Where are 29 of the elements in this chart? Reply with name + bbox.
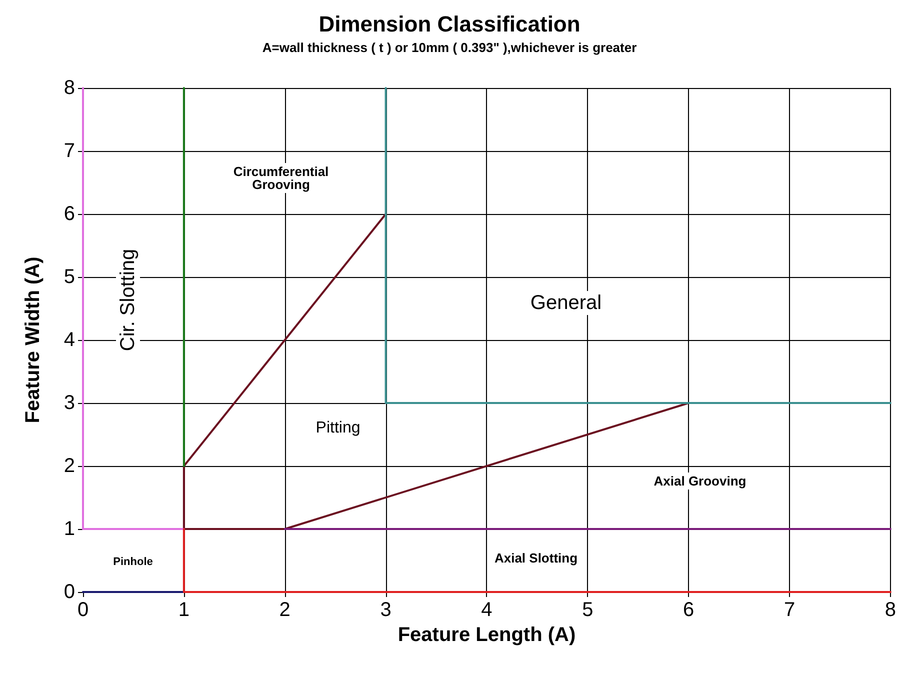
annotation: Axial Slotting: [494, 550, 578, 566]
y-tick-label: 6: [64, 203, 75, 225]
y-axis-title: Feature Width (A): [22, 256, 44, 424]
x-tick-label: 3: [380, 599, 392, 621]
annotation: General: [530, 292, 602, 314]
annotation: Pitting: [316, 420, 360, 436]
x-tick-label: 6: [683, 599, 694, 621]
y-tick-label: 7: [64, 140, 75, 162]
y-tick-label: 8: [64, 77, 75, 99]
annotation: Cir. Slotting: [117, 248, 139, 352]
y-tick-label: 3: [64, 392, 75, 414]
y-tick-label: 0: [64, 581, 75, 603]
x-axis-title: Feature Length (A): [398, 624, 576, 646]
x-tick-label: 1: [178, 599, 190, 621]
x-tick-label: 5: [582, 599, 594, 621]
annotation: Axial Grooving: [654, 474, 746, 488]
x-tick-label: 8: [884, 599, 896, 621]
y-tick-label: 5: [64, 266, 75, 288]
chart-subtitle: A=wall thickness ( t ) or 10mm ( 0.393" ),whichever is greater: [262, 40, 637, 55]
x-tick-label: 0: [77, 599, 89, 621]
x-tick-label: 4: [481, 599, 492, 621]
annotation: Circumferential Grooving: [233, 164, 329, 192]
y-tick-label: 1: [64, 518, 75, 540]
annotation: Pinhole: [113, 556, 153, 568]
y-tick-label: 4: [64, 329, 75, 351]
y-tick-label: 2: [64, 455, 75, 477]
x-tick-label: 2: [279, 599, 290, 621]
chart-title: Dimension Classification: [318, 12, 580, 36]
x-tick-label: 7: [784, 599, 796, 621]
